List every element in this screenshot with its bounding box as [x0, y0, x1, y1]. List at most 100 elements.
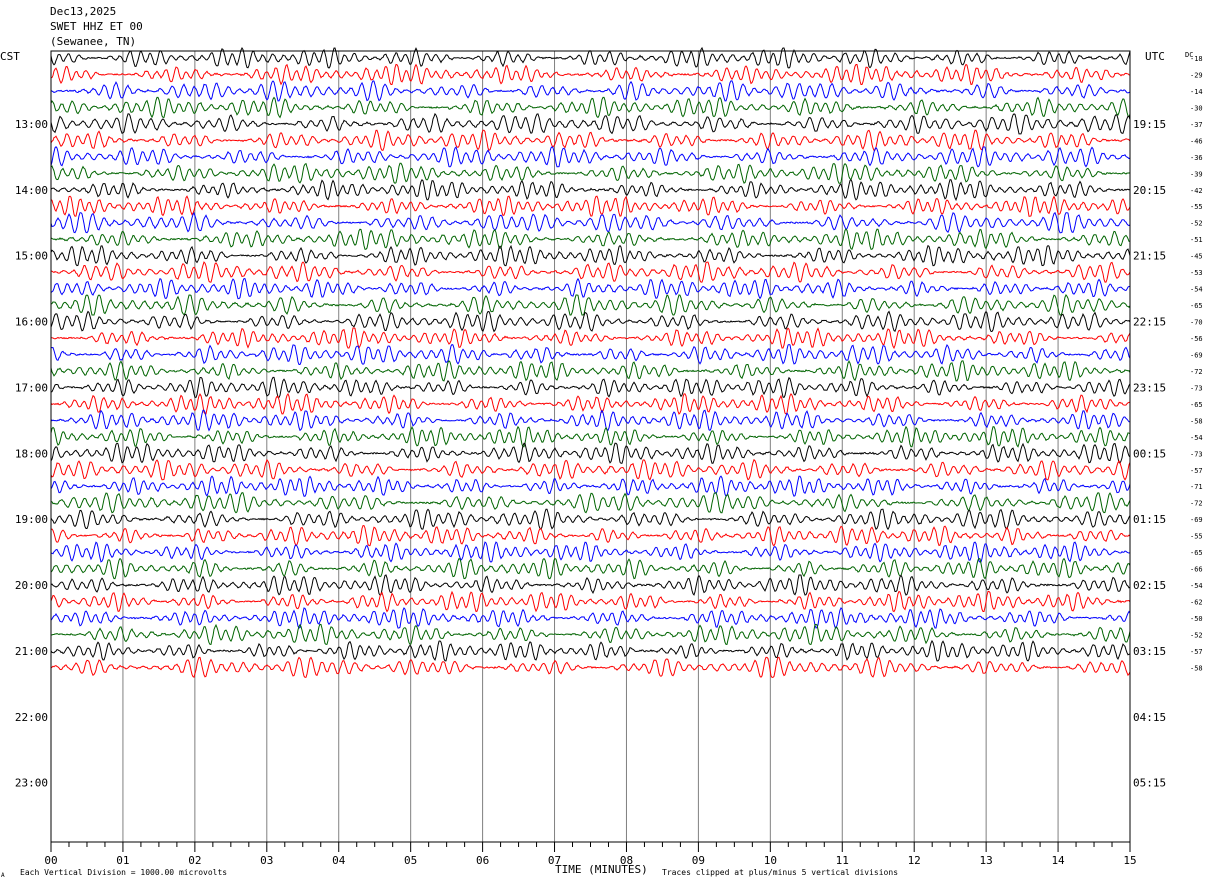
dc-offset-value: -51 — [1190, 236, 1203, 244]
dc-offset-value: -36 — [1190, 154, 1203, 162]
dc-offset-value: -52 — [1190, 220, 1203, 228]
utc-hour-label: 03:15 — [1133, 645, 1166, 658]
utc-hour-label: 21:15 — [1133, 250, 1166, 263]
dc-offset-value: -73 — [1190, 450, 1203, 458]
dc-offset-value: -56 — [1190, 335, 1203, 343]
dc-offset-value: -72 — [1190, 368, 1203, 376]
x-tick-label: 15 — [1123, 854, 1136, 867]
trace-row — [50, 343, 1131, 365]
trace-row — [50, 178, 1131, 202]
cst-hour-label: 23:00 — [15, 777, 48, 790]
trace-row — [50, 475, 1131, 498]
date-label: Dec13,2025 — [50, 5, 116, 18]
utc-hour-label: 02:15 — [1133, 579, 1166, 592]
trace-row — [50, 63, 1131, 86]
dc-offset-value: -30 — [1190, 104, 1203, 112]
utc-hour-label: 23:15 — [1133, 381, 1166, 394]
utc-label: UTC — [1145, 50, 1165, 63]
x-tick-label: 11 — [836, 854, 849, 867]
x-axis-ticks: 00 01 02 03 04 05 06 07 08 09 10 11 12 13 14 15 — [44, 842, 1137, 867]
trace-row — [50, 590, 1131, 613]
x-tick-label: 06 — [476, 854, 489, 867]
trace-row — [50, 656, 1131, 678]
x-tick-label: 01 — [116, 854, 129, 867]
header: Dec13,2025 SWET HHZ ET 00 (Sewanee, TN) — [50, 5, 143, 48]
trace-row — [50, 458, 1131, 481]
dc-offset-value: -58 — [1190, 664, 1203, 672]
utc-hour-label: 20:15 — [1133, 184, 1166, 197]
cst-hour-label: 22:00 — [15, 711, 48, 724]
trace-row — [50, 541, 1131, 563]
trace-row — [50, 195, 1131, 217]
cst-hour-label: 15:00 — [15, 250, 48, 263]
cst-hour-labels: 13:00 14:00 15:00 16:00 17:00 18:00 19:00 20:00… — [15, 118, 48, 790]
dc-offset-value: -72 — [1190, 500, 1203, 508]
x-tick-label: 03 — [260, 854, 273, 867]
dc-offset-value: -57 — [1190, 467, 1203, 475]
dc-offset-value: -54 — [1190, 434, 1203, 442]
cst-hour-label: 18:00 — [15, 447, 48, 460]
seismic-traces — [50, 46, 1131, 678]
scale-note: Each Vertical Division = 1000.00 microvo… — [20, 868, 227, 877]
trace-row — [50, 508, 1131, 531]
trace-row — [50, 310, 1131, 333]
dc-offset-value: -53 — [1190, 269, 1203, 277]
x-tick-label: 12 — [908, 854, 921, 867]
trace-row — [50, 442, 1131, 465]
trace-row — [50, 327, 1131, 350]
x-tick-label: 08 — [620, 854, 633, 867]
cst-hour-label: 21:00 — [15, 645, 48, 658]
station-label: SWET HHZ ET 00 — [50, 20, 143, 33]
trace-row — [50, 639, 1131, 662]
trace-row — [50, 409, 1130, 432]
trace-row — [50, 557, 1131, 580]
dc-offset-value: -45 — [1190, 253, 1203, 261]
location-label: (Sewanee, TN) — [50, 35, 136, 48]
utc-hour-label: 01:15 — [1133, 513, 1166, 526]
x-tick-label: 09 — [692, 854, 705, 867]
dc-offset-value: -57 — [1190, 648, 1203, 656]
dc-offset-value: -65 — [1190, 302, 1203, 310]
dc-offset-value: -46 — [1190, 137, 1203, 145]
x-tick-label: 02 — [188, 854, 201, 867]
dc-label: DC — [1185, 51, 1193, 59]
dc-offset-value: -58 — [1190, 417, 1203, 425]
dc-offset-value: -37 — [1190, 121, 1203, 129]
dc-offset-value: -65 — [1190, 401, 1203, 409]
x-axis-title: TIME (MINUTES) — [555, 863, 648, 876]
dc-offset-value: -50 — [1190, 615, 1203, 623]
dc-offset-value: -55 — [1190, 203, 1203, 211]
utc-hour-label: 04:15 — [1133, 711, 1166, 724]
corner-mark: A — [1, 872, 5, 879]
trace-row — [50, 146, 1131, 168]
trace-row — [50, 392, 1131, 415]
x-tick-label: 14 — [1051, 854, 1065, 867]
trace-row — [50, 607, 1131, 629]
dc-offset-value: -29 — [1190, 71, 1203, 79]
x-tick-label: 07 — [548, 854, 561, 867]
trace-row — [50, 244, 1131, 267]
dc-offset-values: -18 -29 -14 -30 -37 -46 -36 -39 -42 -55 -52 -51 -45 -… — [1190, 55, 1203, 672]
footer: A Each Vertical Division = 1000.00 micro… — [1, 863, 898, 879]
cst-hour-label: 20:00 — [15, 579, 48, 592]
dc-offset-value: -54 — [1190, 286, 1203, 294]
dc-offset-value: -42 — [1190, 187, 1203, 195]
dc-offset-value: -54 — [1190, 582, 1203, 590]
trace-row — [50, 80, 1131, 102]
cst-hour-label: 19:00 — [15, 513, 48, 526]
trace-row — [50, 623, 1131, 646]
dc-offset-value: -66 — [1190, 566, 1203, 574]
x-tick-label: 13 — [980, 854, 993, 867]
cst-hour-label: 16:00 — [15, 316, 48, 329]
trace-row — [50, 261, 1131, 283]
trace-row — [50, 425, 1131, 448]
dc-offset-value: -73 — [1190, 384, 1203, 392]
cst-label: CST — [0, 50, 20, 63]
x-tick-label: 10 — [764, 854, 777, 867]
dc-offset-value: -69 — [1190, 516, 1203, 524]
dc-offset-value: -71 — [1190, 483, 1203, 491]
minute-grid — [122, 51, 1059, 842]
cst-hour-label: 17:00 — [15, 381, 48, 394]
x-tick-label: 00 — [44, 854, 57, 867]
